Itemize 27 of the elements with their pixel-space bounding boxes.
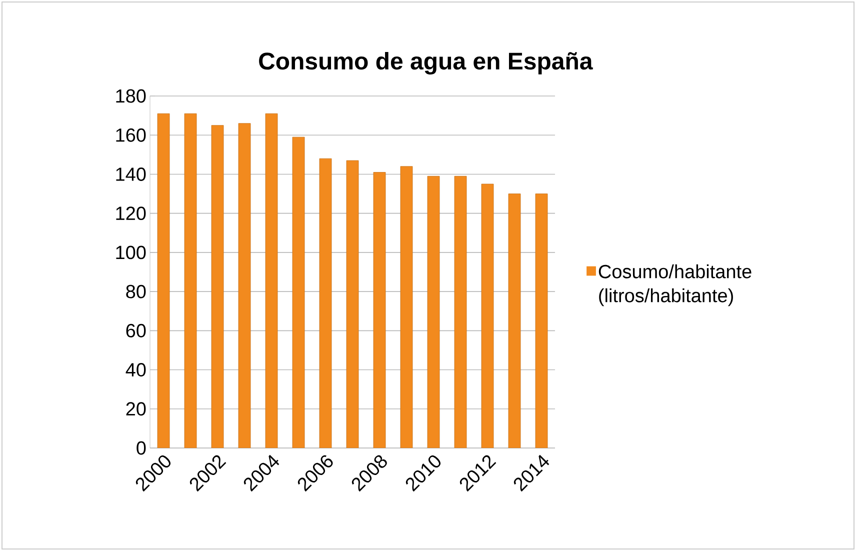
y-tick-label: 20 (126, 402, 146, 416)
y-tick-label: 60 (126, 324, 146, 338)
y-tick-label: 180 (116, 89, 146, 103)
bar (535, 194, 548, 448)
y-tick-label: 140 (116, 167, 146, 181)
bar (373, 172, 386, 448)
y-tick-label: 0 (136, 441, 146, 455)
y-tick-label: 160 (116, 128, 146, 142)
bar (454, 176, 467, 448)
y-tick-label: 120 (116, 206, 146, 220)
legend-label: Cosumo/habitante (litros/habitante) (598, 264, 752, 306)
bar (265, 113, 278, 448)
bar (508, 194, 521, 448)
bar (238, 123, 251, 448)
y-tick-label: 80 (126, 284, 146, 298)
bar (346, 160, 359, 448)
bar (481, 184, 494, 448)
bar (292, 136, 305, 448)
bar (427, 176, 440, 448)
bar (184, 113, 197, 448)
bar (400, 166, 413, 448)
bar (157, 113, 170, 448)
y-tick-label: 100 (116, 246, 146, 260)
y-tick-label: 40 (126, 363, 146, 376)
bar (319, 158, 332, 448)
bar (211, 125, 224, 448)
chart-title: Consumo de agua en España (259, 52, 593, 74)
